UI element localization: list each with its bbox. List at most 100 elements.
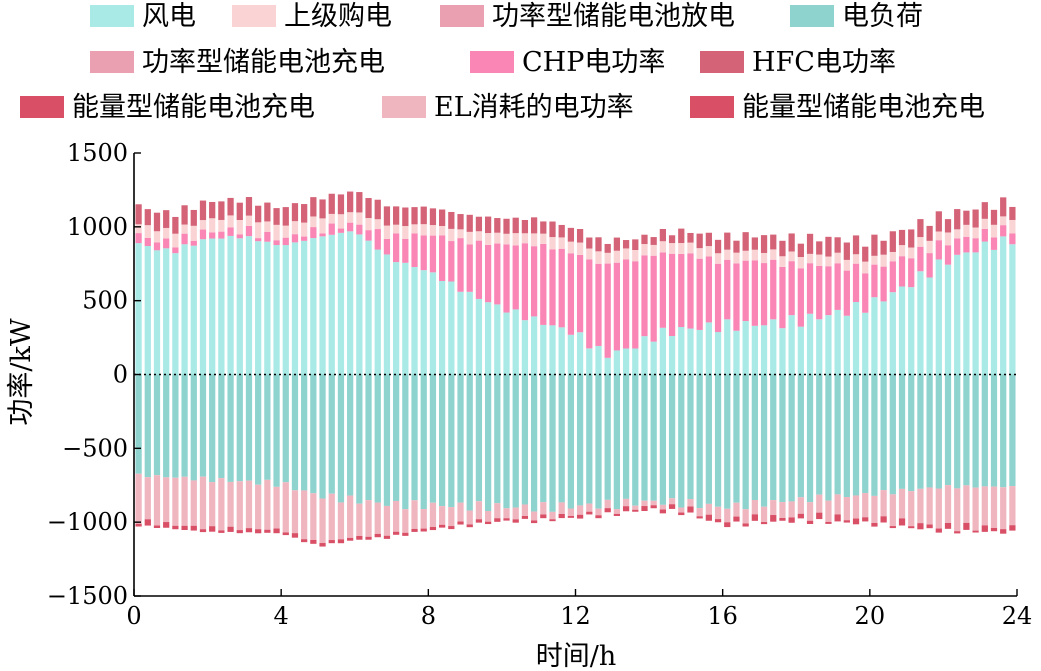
bar-segment-grid xyxy=(917,237,924,247)
bar-segment-el xyxy=(236,481,243,531)
legend-label: EL消耗的电功率 xyxy=(434,92,634,123)
legend-item: 风电 xyxy=(90,1,196,32)
bar-group xyxy=(255,205,262,534)
bar-segment-wind xyxy=(374,249,381,375)
bar-group xyxy=(825,236,832,524)
bar-segment-grid xyxy=(347,212,354,223)
bar-segment-chp xyxy=(558,248,565,328)
bar-segment-wind xyxy=(144,246,151,375)
bar-group xyxy=(935,211,942,533)
bar-segment-grid xyxy=(236,220,243,235)
bar-segment-ees_ch xyxy=(806,520,814,525)
bar-group xyxy=(144,209,151,526)
bar-segment-hfc xyxy=(714,239,722,254)
bar-group xyxy=(153,212,161,528)
bar-segment-ees_ch xyxy=(797,513,804,519)
bar-segment-el xyxy=(245,480,253,529)
bar-segment-hfc xyxy=(576,229,584,243)
legend-label: 能量型储能电池充电 xyxy=(742,92,985,123)
bar-segment-chp xyxy=(135,233,142,244)
bar-segment-wind xyxy=(990,249,998,375)
bar-segment-chp xyxy=(705,256,712,323)
bar-segment-wind xyxy=(705,322,712,375)
bar-segment-grid xyxy=(935,231,942,241)
bar-segment-chp xyxy=(301,236,308,241)
bar-segment-chp xyxy=(163,238,170,249)
bar-segment-chp xyxy=(484,244,492,303)
bar-segment-ees_ch xyxy=(678,512,685,516)
legend-swatch xyxy=(20,96,64,118)
bar-segment-hfc xyxy=(981,202,988,219)
bar-group xyxy=(806,233,814,525)
bar-segment-ees_ch xyxy=(429,526,437,531)
bar-segment-ees_ch xyxy=(825,521,832,524)
bar-segment-ees_ch xyxy=(843,520,850,523)
bar-group xyxy=(163,210,170,528)
bar-segment-ees_ch xyxy=(521,515,529,519)
bar-group xyxy=(218,201,225,533)
bar-segment-grid xyxy=(834,252,841,264)
bar-segment-ees_ch xyxy=(567,515,575,518)
bar-segment-load xyxy=(852,374,860,496)
bar-segment-load xyxy=(751,374,758,500)
bar-segment-chp xyxy=(337,228,345,233)
legend-item: 能量型储能电池充电 xyxy=(20,92,315,123)
bar-segment-wind xyxy=(255,241,262,375)
bar-segment-hfc xyxy=(374,199,381,220)
bar-segment-load xyxy=(705,374,712,504)
bar-segment-hfc xyxy=(687,232,694,243)
bar-segment-load xyxy=(347,374,354,496)
bar-segment-el xyxy=(466,510,473,525)
bar-group xyxy=(990,209,998,532)
bar-segment-wind xyxy=(310,238,317,375)
bar-group xyxy=(512,217,519,523)
bar-group xyxy=(742,232,749,527)
bar-segment-ees_ch xyxy=(668,504,676,509)
bar-segment-load xyxy=(172,374,179,478)
bar-segment-hfc xyxy=(604,243,611,253)
bar-group xyxy=(641,234,648,512)
bar-segment-grid xyxy=(328,213,335,224)
bar-segment-chp xyxy=(806,263,814,314)
bar-group xyxy=(586,237,593,515)
bar-segment-ees_ch xyxy=(632,509,639,512)
bar-segment-ees_ch xyxy=(871,522,878,527)
bar-group xyxy=(595,237,602,519)
bar-group xyxy=(466,214,473,528)
bar-segment-wind xyxy=(862,312,869,375)
bar-segment-hfc xyxy=(641,234,648,245)
bar-segment-hfc xyxy=(852,235,860,255)
bar-segment-chp xyxy=(981,228,988,242)
bar-segment-chp xyxy=(144,237,151,246)
bar-segment-grid xyxy=(659,241,666,253)
bar-segment-el xyxy=(218,478,225,531)
bar-group xyxy=(972,209,979,533)
bar-segment-chp xyxy=(586,259,593,349)
bar-segment-wind xyxy=(788,315,795,375)
bar-segment-el xyxy=(135,473,142,524)
bar-segment-hfc xyxy=(917,219,924,238)
bar-segment-chp xyxy=(889,261,896,293)
bar-segment-wind xyxy=(530,316,538,375)
bar-segment-load xyxy=(163,374,170,478)
bar-segment-el xyxy=(383,505,391,536)
bar-segment-el xyxy=(172,477,179,526)
bar-segment-ees_ch xyxy=(153,525,161,528)
bar-segment-grid xyxy=(393,224,400,234)
bar-segment-chp xyxy=(190,240,197,246)
bar-group xyxy=(503,218,510,521)
bar-segment-el xyxy=(576,505,584,515)
bar-group xyxy=(475,216,483,523)
bar-segment-el xyxy=(917,488,924,524)
bar-segment-chp xyxy=(659,252,666,328)
bar-segment-hfc xyxy=(227,197,234,216)
bar-segment-ees_ch xyxy=(751,514,758,521)
bar-segment-ees_ch xyxy=(724,522,731,528)
bar-segment-wind xyxy=(439,281,446,375)
bar-segment-load xyxy=(779,374,786,503)
bar-segment-load xyxy=(972,374,979,488)
bar-segment-wind xyxy=(383,254,391,375)
bar-segment-ees_ch xyxy=(347,537,354,541)
bar-segment-ees_ch xyxy=(282,532,289,536)
bar-segment-chp xyxy=(797,268,804,327)
